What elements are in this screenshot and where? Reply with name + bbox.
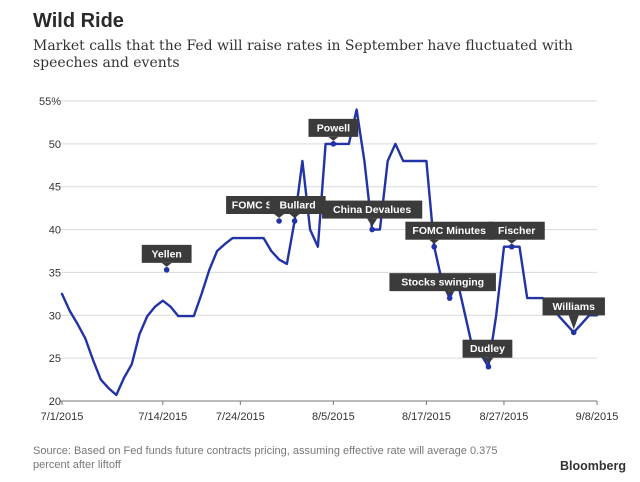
annotation-marker — [369, 226, 375, 233]
annotation-label: China Devalues — [333, 204, 411, 216]
y-tick-label: 55% — [39, 96, 61, 108]
annotation-marker — [163, 267, 170, 273]
annotation-label: Fischer — [498, 225, 535, 237]
chart-title: Wild Ride — [33, 10, 124, 32]
annotation-pointer — [483, 357, 494, 364]
y-tick-label: 50 — [49, 139, 61, 151]
annotation-label: Bullard — [280, 200, 316, 212]
annotation-pointer — [568, 315, 579, 330]
annotation-box — [269, 196, 326, 214]
y-tick-label: 35 — [49, 267, 61, 279]
annotation-marker — [431, 243, 437, 250]
annotation-pointer — [429, 239, 440, 244]
series-line — [60, 108, 599, 397]
x-tick-label: 8/5/2015 — [312, 411, 355, 423]
bloomberg-logo: Bloomberg — [560, 459, 626, 473]
y-tick-label: 40 — [49, 225, 61, 237]
annotation-pointer — [289, 214, 300, 218]
annotation-box — [405, 221, 493, 240]
annotation-pointer — [444, 291, 455, 296]
y-tick-label: 20 — [49, 396, 61, 408]
annotation-box — [389, 273, 496, 292]
source-note: Source: Based on Fed funds future contra… — [33, 445, 498, 471]
annotation-pointer — [367, 218, 378, 227]
annotation-pointer — [274, 214, 285, 218]
annotation-marker — [508, 243, 515, 250]
annotation-label: Yellen — [151, 248, 181, 260]
y-tick-label: 25 — [49, 353, 61, 365]
x-tick-label: 7/24/2015 — [216, 411, 265, 423]
annotation-box — [322, 200, 423, 219]
annotation-box — [462, 339, 513, 358]
x-tick-label: 7/1/2015 — [41, 411, 84, 423]
annotation-marker — [485, 363, 492, 370]
x-tick-label: 9/8/2015 — [576, 411, 619, 423]
annotation-label: Powell — [317, 122, 350, 134]
x-tick-label: 8/27/2015 — [479, 411, 528, 423]
annotation-box — [308, 118, 359, 137]
annotation-pointer — [506, 239, 517, 244]
annotation-label: Dudley — [470, 343, 505, 355]
annotation-label: FOMC Minutes — [412, 225, 486, 237]
annotation-marker — [276, 218, 282, 224]
annotation-box — [488, 221, 545, 240]
annotation-marker — [446, 295, 453, 301]
x-tick-label: 8/17/2015 — [402, 411, 451, 423]
annotation-marker — [330, 141, 337, 147]
annotation-label: Stocks swinging — [401, 277, 484, 289]
x-tick-label: 7/14/2015 — [138, 411, 187, 423]
annotation-pointer — [328, 136, 339, 141]
chart-subtitle: Market calls that the Fed will raise rat… — [33, 38, 573, 71]
y-tick-label: 45 — [49, 182, 61, 194]
annotation-label: Williams — [552, 301, 595, 313]
annotation-marker — [291, 218, 298, 224]
annotation-box — [141, 244, 192, 263]
annotation-box — [542, 297, 605, 316]
line-chart: 55% 50 45 40 35 30 25 20 7/1/2015 7/14/2015 7/24/2… — [39, 96, 619, 423]
annotation-pointer — [161, 262, 172, 267]
annotation-marker — [570, 329, 577, 336]
y-tick-label: 30 — [49, 310, 61, 322]
